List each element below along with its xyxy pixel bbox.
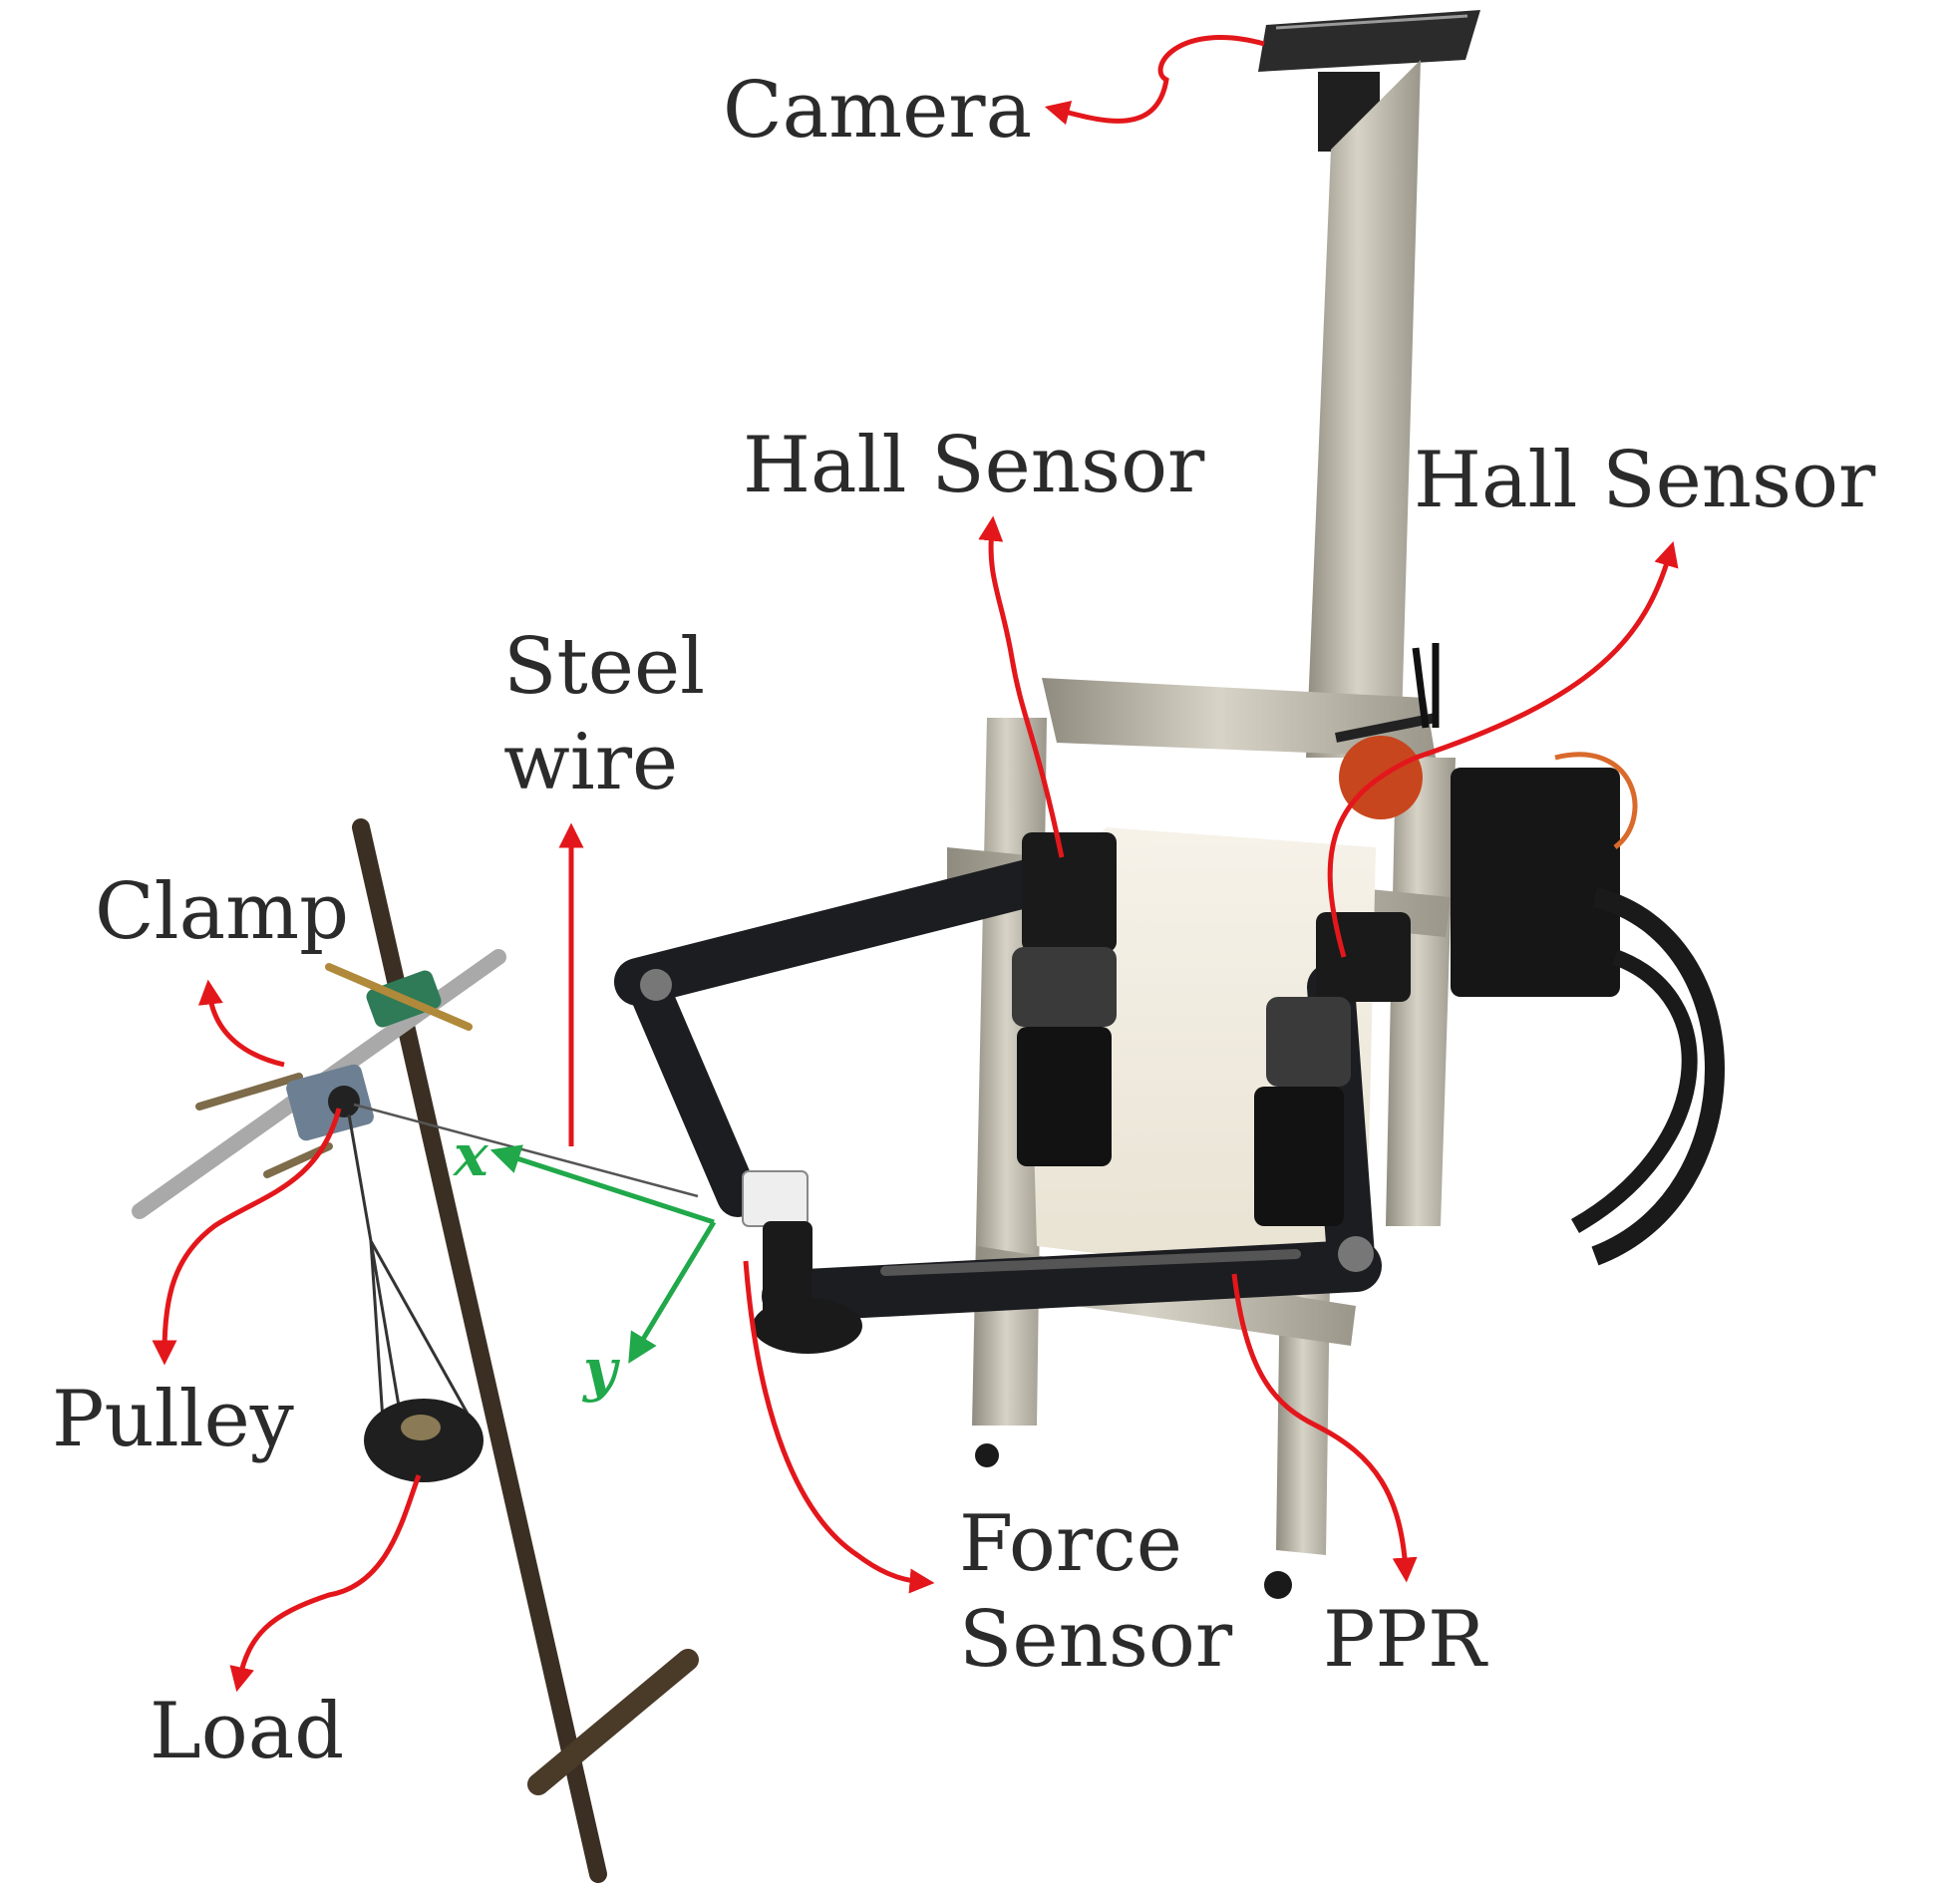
pulley [286, 1064, 374, 1141]
electronics [1335, 643, 1725, 1266]
label-steel-wire-line2: wire [503, 718, 679, 807]
clamp-arrow [197, 979, 285, 1068]
camera-arrow [1044, 35, 1265, 126]
axis-label-x: x [454, 1121, 488, 1189]
pulley-arrow [152, 1108, 342, 1366]
motor-right [1254, 912, 1411, 1226]
x-axis-arrow [489, 1144, 715, 1225]
label-clamp: Clamp [95, 867, 350, 957]
label-steel-wire-line1: Steel [503, 622, 706, 712]
label-hall-sensor-left: Hall Sensor [743, 421, 1205, 510]
label-camera: Camera [723, 66, 1033, 156]
label-force-sensor-line1: Force [959, 1499, 1182, 1589]
camera-mount [1258, 10, 1480, 758]
ppr-arrow [1231, 1273, 1418, 1583]
hall-sensor-right-arrow [1327, 541, 1679, 958]
y-axis-arrow [628, 1220, 717, 1364]
hall-sensor-left-arrow [978, 515, 1065, 858]
force-sensor-arrow [743, 1260, 935, 1594]
label-load: Load [150, 1687, 345, 1776]
coordinate-axes [489, 1144, 717, 1364]
force-sensor [742, 1170, 862, 1354]
steel-wire [353, 1103, 699, 1198]
label-hall-sensor-right: Hall Sensor [1414, 436, 1876, 525]
motor-left [1012, 832, 1117, 1166]
label-force-sensor-line2: Sensor [959, 1595, 1233, 1685]
label-pulley: Pulley [52, 1375, 294, 1464]
label-ppr: PPR [1323, 1595, 1486, 1685]
load-arrow [229, 1474, 422, 1693]
load-hanger [347, 1113, 484, 1482]
axis-label-y: y [583, 1336, 617, 1404]
annotation-arrows [152, 35, 1679, 1693]
